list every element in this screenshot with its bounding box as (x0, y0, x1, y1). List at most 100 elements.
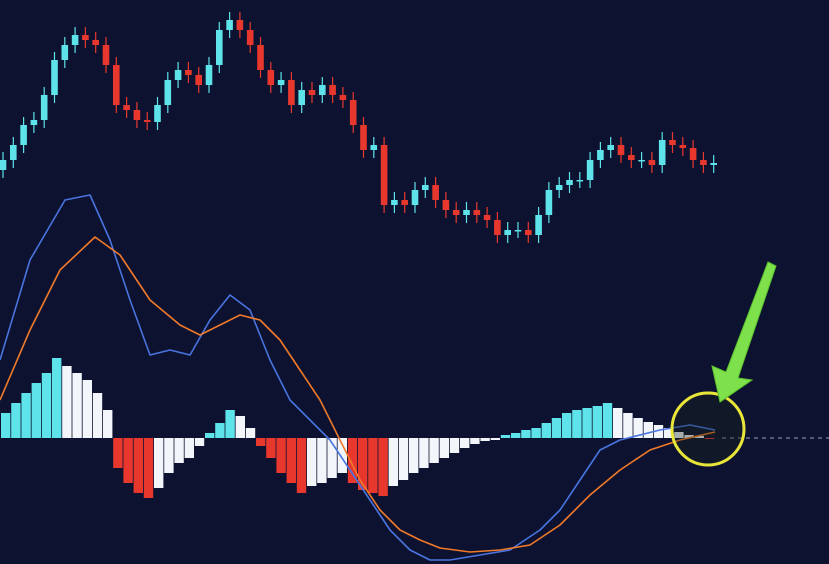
pointer-arrow (711, 261, 777, 403)
candle-body (246, 30, 254, 45)
histogram-bar (205, 433, 215, 438)
candle-body (102, 45, 110, 65)
histogram-bar (11, 403, 21, 438)
histogram-bar (521, 430, 531, 438)
candle-body (514, 230, 522, 232)
candle-body (576, 180, 584, 182)
candle-body (360, 125, 367, 150)
histogram-bar (154, 438, 164, 488)
histogram-bar (92, 393, 103, 438)
plot (0, 12, 717, 561)
histogram-bar (215, 423, 225, 438)
histogram-bar (103, 410, 113, 438)
histogram-bar (327, 438, 337, 478)
candle-body (535, 215, 542, 235)
candle-body (174, 70, 182, 80)
candle-body (205, 65, 213, 85)
histogram-bar (704, 438, 715, 439)
candle-body (82, 35, 89, 40)
histogram-bar (337, 438, 347, 473)
candle-body (308, 90, 316, 95)
candle-body (669, 140, 676, 145)
candle-body (380, 145, 388, 205)
histogram-bar (694, 436, 704, 438)
histogram-bar (490, 438, 500, 440)
candle-body (349, 100, 357, 125)
histogram-bar (113, 438, 123, 468)
candle-body (51, 60, 58, 95)
histogram-bar (62, 366, 72, 438)
candle-body (638, 160, 645, 162)
histogram-bar (307, 438, 317, 486)
candle-body (689, 148, 697, 160)
candle-body (494, 220, 501, 235)
histogram-bar (31, 383, 41, 438)
candle-body (463, 210, 470, 215)
histogram-bar (602, 403, 613, 438)
histogram-bar (378, 438, 388, 496)
histogram-bar (174, 438, 184, 463)
histogram-bar (184, 438, 194, 458)
candle-body (61, 45, 69, 60)
histogram-bar (674, 432, 684, 438)
histogram-bar (623, 413, 633, 438)
candle-body (123, 105, 130, 110)
candle-body (545, 190, 553, 215)
histogram-bar (633, 418, 643, 438)
histogram-bar (572, 410, 582, 438)
histogram-bar (1, 413, 11, 438)
candle-body (298, 90, 305, 105)
candle-body (113, 65, 120, 105)
candle-body (452, 210, 460, 215)
candle-body (679, 145, 687, 148)
candle-body (566, 180, 573, 185)
histogram-bar (562, 413, 572, 438)
histogram-bar (500, 435, 511, 438)
candle-body (133, 110, 141, 120)
candle-body (442, 200, 450, 210)
histogram-bar (511, 433, 521, 438)
histogram-bar (449, 438, 460, 453)
histogram-bar (256, 438, 266, 446)
histogram-bar (664, 428, 674, 438)
histogram-bar (613, 408, 623, 438)
histogram-bar (439, 438, 449, 458)
candle-body (20, 125, 27, 145)
histogram-bar (643, 422, 653, 438)
histogram-bar (460, 438, 470, 448)
candle-body (597, 150, 604, 160)
histogram-bar (653, 425, 664, 438)
histogram-bar (409, 438, 419, 473)
histogram-bar (72, 373, 82, 438)
histogram-bar (368, 438, 378, 493)
histogram-bar (551, 418, 562, 438)
candle-body (483, 215, 491, 220)
histogram-bar (358, 438, 368, 490)
histogram-bar (429, 438, 439, 463)
candle-body (185, 70, 192, 75)
histogram-bar (592, 406, 602, 438)
macd-line (0, 236, 716, 553)
candle-body (164, 80, 172, 105)
candle-body (30, 120, 38, 125)
candle-body (370, 145, 378, 150)
highlight-circle (670, 391, 746, 467)
histogram-bar (286, 438, 296, 483)
histogram-bar (194, 438, 205, 446)
candle-body (40, 95, 48, 120)
histogram-bar (266, 438, 276, 458)
candle-body (216, 30, 223, 65)
candle-body (555, 185, 563, 190)
candle-body (288, 80, 295, 105)
candle-body (648, 160, 656, 165)
histogram-bar (225, 410, 235, 438)
histogram-bar (21, 393, 31, 438)
candle-body (700, 160, 707, 165)
candle-body (329, 85, 336, 95)
histogram-bar (276, 438, 286, 473)
histogram-bar (143, 438, 154, 498)
candle-body (658, 140, 666, 165)
histogram-bar (684, 435, 694, 438)
candle-body (277, 80, 285, 85)
